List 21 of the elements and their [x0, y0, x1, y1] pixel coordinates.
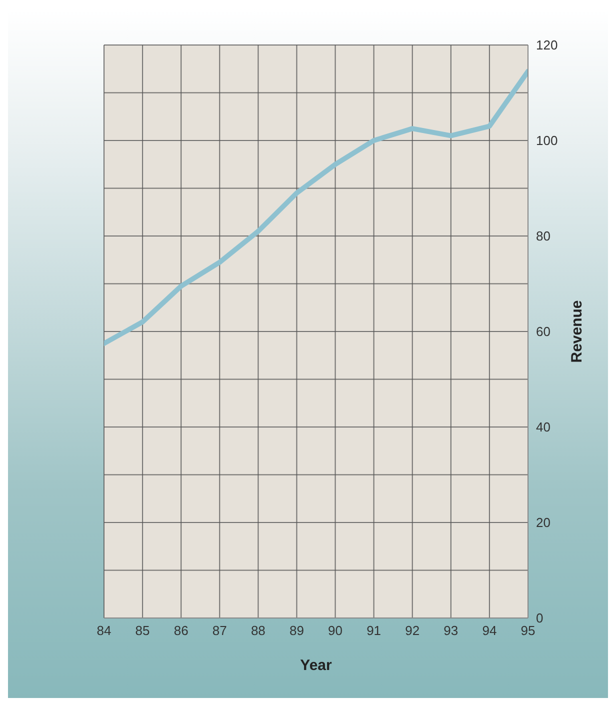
- x-tick-label: 94: [482, 623, 497, 638]
- y-tick-label: 0: [536, 610, 544, 626]
- x-axis-title: Year: [300, 657, 332, 674]
- x-tick-label: 93: [444, 623, 458, 638]
- y-tick-label: 40: [536, 420, 550, 435]
- x-tick-label: 84: [96, 623, 112, 638]
- x-tick-label: 85: [135, 623, 150, 638]
- y-tick-label: 100: [536, 133, 558, 148]
- x-tick-label: 90: [328, 623, 343, 638]
- x-tick-label: 89: [289, 623, 304, 638]
- x-tick-label: 88: [250, 623, 266, 638]
- y-tick-label: 80: [536, 228, 550, 244]
- x-tick-label: 86: [174, 623, 188, 638]
- x-tick-label: 91: [366, 623, 382, 638]
- y-axis-title: Revenue: [568, 300, 586, 363]
- x-tick-label: 92: [405, 623, 420, 638]
- x-tick-label: 87: [212, 623, 227, 638]
- y-tick-label: 20: [536, 515, 550, 530]
- x-tick-label: 95: [520, 623, 536, 638]
- y-tick-label: 60: [536, 324, 550, 340]
- y-tick-label: 120: [536, 38, 558, 53]
